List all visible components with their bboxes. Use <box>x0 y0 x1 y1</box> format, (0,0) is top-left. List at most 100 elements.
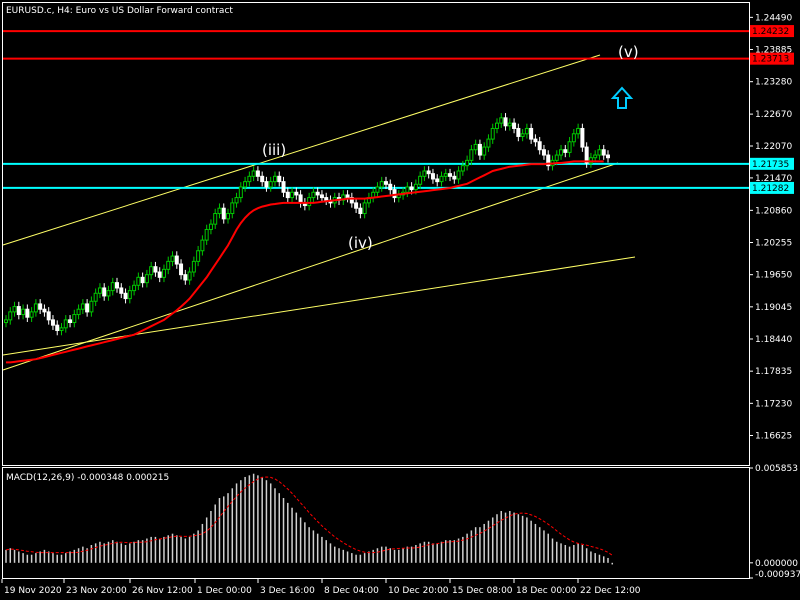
candle-body <box>358 207 363 215</box>
channel-trend-line <box>2 162 619 371</box>
candle-body <box>179 263 184 276</box>
macd-plot-frame <box>2 467 750 579</box>
candle-body <box>294 191 299 196</box>
candle-body <box>221 207 226 220</box>
candle-body <box>281 181 286 193</box>
candle-body <box>93 292 98 302</box>
candle-body <box>460 165 465 172</box>
candle-body <box>362 202 367 215</box>
candle-body <box>119 287 124 294</box>
candle-body <box>533 138 538 143</box>
candle-body <box>285 191 290 199</box>
candle-body <box>12 306 17 313</box>
candle-body <box>260 175 265 183</box>
candle-body <box>243 181 248 188</box>
candle-body <box>584 146 589 164</box>
candle-body <box>554 154 559 161</box>
candle-body <box>50 319 55 326</box>
chart-title: EURUSD.c, H4: Euro vs US Dollar Forward … <box>6 6 233 16</box>
candle-body <box>490 127 495 140</box>
candle-body <box>46 311 51 321</box>
candle-body <box>277 175 282 183</box>
channel-trend-line <box>2 256 636 356</box>
candle-body <box>606 154 610 159</box>
candle-body <box>341 194 346 201</box>
candle-body <box>567 141 572 153</box>
y-tick-label: 1.19045 <box>755 303 792 313</box>
channel-trend-line <box>2 54 601 246</box>
candle-body <box>200 239 205 252</box>
x-tick-label: 10 Dec 20:00 <box>388 586 449 596</box>
candle-body <box>439 175 444 183</box>
candle-body <box>89 300 94 313</box>
candle-body <box>499 117 504 124</box>
candle-body <box>503 117 508 127</box>
candle-body <box>268 181 273 188</box>
price-tag <box>750 52 794 65</box>
candle-body <box>541 149 546 156</box>
candle-body <box>580 127 585 148</box>
x-tick-label: 26 Nov 12:00 <box>132 586 193 596</box>
candle-body <box>520 133 525 137</box>
candle-body <box>234 197 239 204</box>
candle-body <box>354 202 359 209</box>
price-tag <box>750 181 794 194</box>
candle-body <box>516 127 521 137</box>
price-tag-label: 1.24232 <box>752 27 789 37</box>
candle-body <box>482 146 487 156</box>
candle-body <box>405 186 410 193</box>
candle-body <box>345 194 350 199</box>
candle-body <box>16 306 21 316</box>
candle-body <box>204 228 209 241</box>
candle-body <box>319 194 324 199</box>
candle-body <box>529 127 534 140</box>
candle-body <box>187 271 192 281</box>
candle-body <box>524 127 529 135</box>
candle-body <box>238 186 243 199</box>
candle-body <box>76 308 81 316</box>
candle-body <box>110 282 115 292</box>
candle-body <box>311 191 316 199</box>
candle-body <box>512 122 517 129</box>
price-tag-label: 1.21735 <box>752 160 789 170</box>
wave-label-iv: (iv) <box>348 234 373 252</box>
x-tick-label: 1 Dec 00:00 <box>197 586 252 596</box>
candle-body <box>230 202 235 215</box>
candle-body <box>29 311 34 318</box>
candle-body <box>115 282 120 289</box>
candle-body <box>456 170 461 180</box>
y-tick-label: 1.20860 <box>755 206 792 216</box>
candle-body <box>477 143 482 156</box>
candle-body <box>315 191 320 196</box>
candle-body <box>170 255 175 262</box>
candle-body <box>576 127 581 135</box>
candle-body <box>559 149 564 156</box>
candle-body <box>140 276 145 284</box>
y-tick-label: 1.22070 <box>755 142 792 152</box>
candle-body <box>161 268 166 278</box>
candle-body <box>298 194 303 204</box>
candle-body <box>106 290 111 297</box>
candle-body <box>63 319 68 329</box>
candle-body <box>272 175 277 183</box>
candle-body <box>469 149 474 161</box>
macd-label: MACD(12,26,9) -0.000348 0.000215 <box>6 473 169 483</box>
candle-body <box>379 181 384 188</box>
candle-body <box>132 284 137 292</box>
candle-body <box>247 175 252 183</box>
y-tick-label: 1.19650 <box>755 271 792 281</box>
macd-y-tick-label: 0.000000 <box>755 559 798 569</box>
candle-body <box>213 213 218 225</box>
candle-body <box>290 191 295 199</box>
candle-body <box>4 319 8 324</box>
x-tick-label: 3 Dec 16:00 <box>260 586 315 596</box>
candle-body <box>42 308 47 313</box>
y-tick-label: 1.17230 <box>755 399 792 409</box>
candle-body <box>55 324 60 331</box>
candle-body <box>593 154 598 159</box>
candle-body <box>144 274 149 284</box>
candle-body <box>59 327 64 331</box>
candle-body <box>349 197 354 204</box>
candle-body <box>537 141 542 151</box>
